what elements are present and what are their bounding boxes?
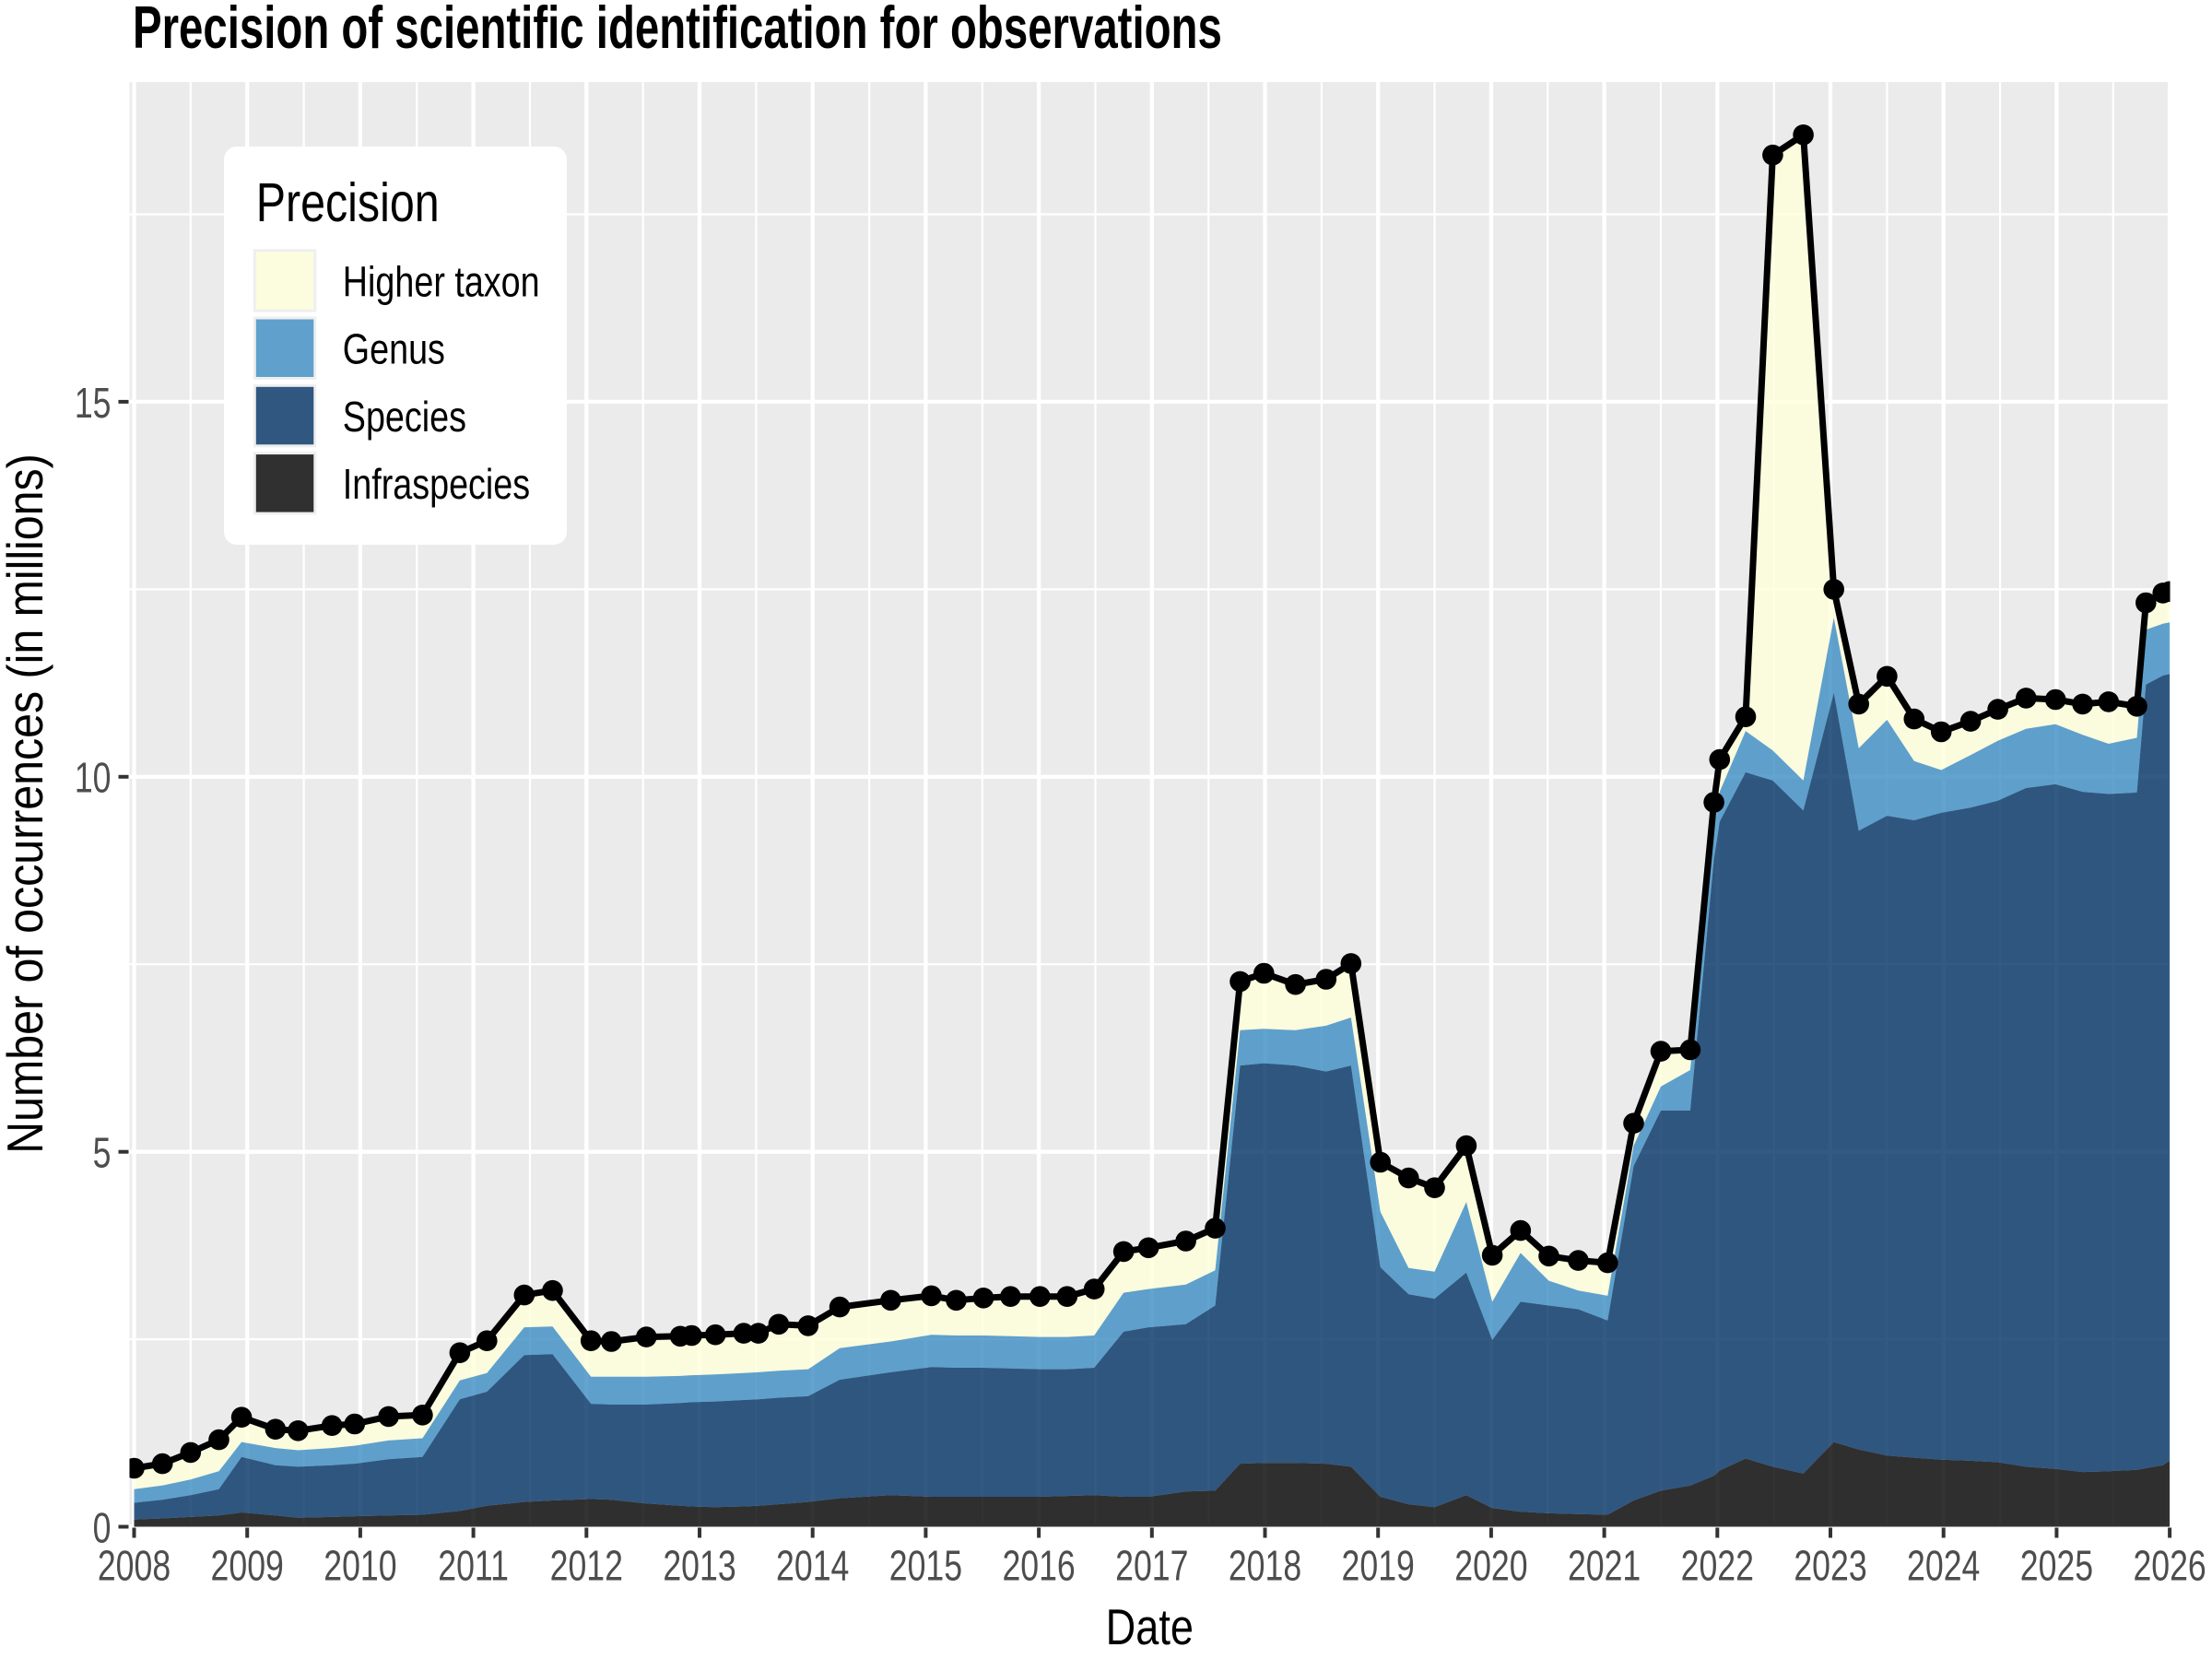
svg-text:Infraspecies: Infraspecies bbox=[343, 461, 530, 508]
svg-text:2025: 2025 bbox=[2020, 1542, 2093, 1589]
svg-text:2015: 2015 bbox=[889, 1542, 962, 1589]
svg-text:2019: 2019 bbox=[1342, 1542, 1415, 1589]
svg-text:2023: 2023 bbox=[1794, 1542, 1866, 1589]
svg-text:Date: Date bbox=[1106, 1598, 1194, 1655]
svg-text:2022: 2022 bbox=[1681, 1542, 1754, 1589]
svg-text:Precision: Precision bbox=[256, 173, 440, 234]
svg-text:0: 0 bbox=[93, 1504, 112, 1551]
svg-text:2021: 2021 bbox=[1568, 1542, 1641, 1589]
svg-text:2008: 2008 bbox=[98, 1542, 171, 1589]
svg-text:2012: 2012 bbox=[550, 1542, 623, 1589]
svg-text:10: 10 bbox=[75, 754, 112, 801]
svg-text:Higher taxon: Higher taxon bbox=[343, 258, 540, 305]
svg-text:2024: 2024 bbox=[1907, 1542, 1980, 1589]
svg-text:Precision of scientific identi: Precision of scientific identification f… bbox=[133, 0, 1222, 62]
svg-text:Species: Species bbox=[343, 393, 466, 440]
svg-text:2013: 2013 bbox=[663, 1542, 735, 1589]
svg-text:Genus: Genus bbox=[343, 325, 445, 372]
svg-text:Number of occurrences (in mill: Number of occurrences (in millions) bbox=[0, 453, 53, 1153]
svg-text:2018: 2018 bbox=[1229, 1542, 1301, 1589]
svg-text:2010: 2010 bbox=[324, 1542, 396, 1589]
svg-text:5: 5 bbox=[93, 1129, 112, 1176]
svg-text:2016: 2016 bbox=[1002, 1542, 1075, 1589]
svg-text:2009: 2009 bbox=[211, 1542, 284, 1589]
svg-text:2017: 2017 bbox=[1115, 1542, 1188, 1589]
svg-text:2026: 2026 bbox=[2133, 1542, 2206, 1589]
svg-text:2011: 2011 bbox=[438, 1542, 509, 1589]
svg-text:2014: 2014 bbox=[776, 1542, 849, 1589]
svg-text:15: 15 bbox=[75, 379, 112, 426]
svg-text:2020: 2020 bbox=[1454, 1542, 1527, 1589]
